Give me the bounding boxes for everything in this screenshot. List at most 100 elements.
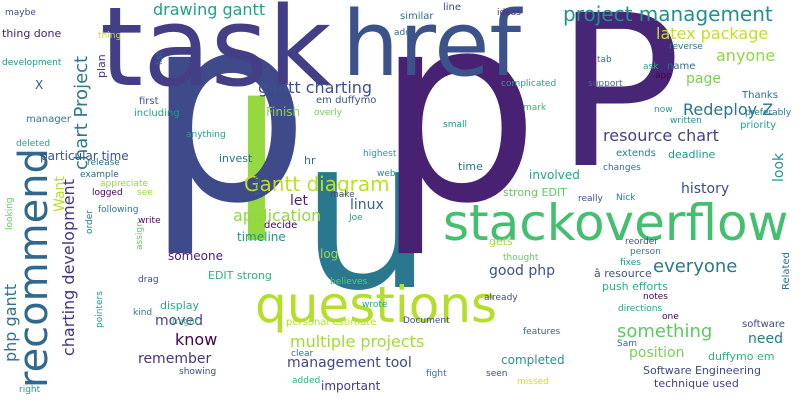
word-looking: looking bbox=[5, 197, 15, 230]
word-em-duffymo: em duffymo bbox=[316, 95, 377, 106]
word-name: name bbox=[667, 61, 696, 72]
word-web: web bbox=[377, 169, 396, 179]
word-wrote: wrote bbox=[362, 300, 388, 310]
word-finish: Finish bbox=[266, 105, 301, 119]
word-write: write bbox=[138, 216, 161, 226]
word-decide: decide bbox=[264, 220, 298, 231]
word-nick: Nick bbox=[616, 193, 636, 203]
word-might: might bbox=[172, 317, 199, 327]
word-x: X bbox=[35, 78, 44, 92]
word-resource-chart: resource chart bbox=[603, 126, 719, 145]
word-software: software bbox=[742, 319, 785, 330]
word-plan: plan bbox=[95, 54, 108, 78]
word-kind: kind bbox=[133, 308, 153, 318]
word-thing-done: thing done bbox=[2, 27, 62, 40]
word-need: need bbox=[748, 331, 783, 347]
word-multiple-projects: multiple projects bbox=[290, 332, 425, 351]
word-latex-package: latex package bbox=[656, 24, 769, 43]
word-important: important bbox=[321, 379, 381, 393]
word-know: know bbox=[175, 330, 218, 349]
word-technique-used: technique used bbox=[654, 377, 739, 390]
word-seen: seen bbox=[486, 369, 508, 379]
word-software-engineering: Software Engineering bbox=[643, 364, 761, 377]
word-thanks: Thanks bbox=[742, 90, 778, 101]
word-related: Related bbox=[781, 252, 792, 290]
word-remember: remember bbox=[138, 351, 212, 367]
word-joe: Joe bbox=[349, 213, 363, 223]
word-highest: highest bbox=[363, 149, 397, 159]
word-written: written bbox=[670, 116, 702, 126]
word-push-efforts: push efforts bbox=[602, 280, 668, 293]
word-gets: gets bbox=[489, 235, 513, 248]
word-priority: priority bbox=[740, 120, 777, 131]
word-maybe: maybe bbox=[5, 8, 36, 18]
word-personal-estimate: personal estimate bbox=[286, 317, 377, 328]
word-one: one bbox=[662, 312, 679, 322]
word-complicated: complicated bbox=[501, 79, 557, 89]
word-big-l-blue: u bbox=[300, 92, 434, 337]
word-clear: clear bbox=[291, 349, 314, 359]
word-page: page bbox=[686, 71, 721, 87]
word-want: Want bbox=[52, 176, 68, 212]
word-now: now bbox=[654, 105, 673, 115]
word-href: href bbox=[342, 0, 522, 97]
word-edit-strong: EDIT strong bbox=[208, 269, 272, 282]
word-missed: missed bbox=[517, 377, 549, 387]
word-assign: assign bbox=[135, 221, 145, 250]
word-management-tool: management tool bbox=[287, 355, 412, 371]
word-timeline: timeline bbox=[237, 230, 286, 244]
word-appreciate: appreciate bbox=[100, 179, 149, 189]
word-believes: believes bbox=[330, 277, 368, 287]
word-redeploy-z: Redeploy Z bbox=[683, 100, 774, 119]
word-gantt-diagram: Gantt diagram bbox=[244, 172, 390, 196]
word-app: app bbox=[655, 71, 672, 81]
word-notes: notes bbox=[643, 292, 668, 302]
word-support: support bbox=[588, 79, 623, 89]
word-position: position bbox=[629, 345, 685, 361]
word-ask: ask bbox=[643, 62, 659, 72]
word-pointers: pointers bbox=[95, 291, 105, 328]
word-a-resource: â resource bbox=[594, 267, 652, 280]
word-big-i-blue: l bbox=[230, 64, 283, 285]
word-document: Document bbox=[403, 316, 450, 326]
word-application: application bbox=[233, 206, 322, 225]
word-thought: thought bbox=[503, 253, 539, 263]
word-directions: directions bbox=[618, 304, 663, 314]
word-look: look bbox=[771, 152, 787, 182]
word-features: features bbox=[523, 327, 561, 337]
word-new: new bbox=[253, 176, 263, 195]
word-added: added bbox=[292, 376, 321, 386]
word-person: person bbox=[630, 247, 661, 257]
word-hr: hr bbox=[304, 154, 316, 167]
word-add: add bbox=[394, 28, 411, 38]
word-log: log bbox=[320, 247, 339, 261]
word-task: task bbox=[100, 0, 332, 111]
word-ideas: ideas bbox=[497, 8, 521, 18]
word-history: history bbox=[681, 181, 730, 197]
word-anything: anything bbox=[186, 130, 226, 140]
word-drawing-gantt: drawing gantt bbox=[153, 0, 266, 19]
word-p-large: p bbox=[145, 0, 311, 261]
word-p-dark: p bbox=[375, 0, 541, 261]
word-order: order bbox=[85, 210, 95, 234]
word-first: first bbox=[139, 96, 159, 107]
word-reorder: reorder bbox=[625, 237, 659, 247]
word-display: display bbox=[160, 299, 200, 312]
word-php-gantt: php gantt bbox=[1, 283, 20, 362]
word-duffymo-em: duffymo em bbox=[708, 350, 775, 363]
word-changes: changes bbox=[603, 163, 641, 173]
word-P-right: P bbox=[555, 0, 682, 215]
word-see: see bbox=[137, 188, 153, 198]
word-project-management: project management bbox=[563, 2, 773, 26]
word-something: something bbox=[617, 321, 713, 342]
word-moved: moved bbox=[155, 313, 203, 329]
word-manager: manager bbox=[26, 114, 71, 125]
word-stackoverflow: stackoverflow bbox=[443, 194, 789, 252]
word-including: including bbox=[134, 108, 180, 119]
word-deadline: deadline bbox=[668, 148, 716, 161]
word-good-php: good php bbox=[489, 263, 556, 279]
word-overly: overly bbox=[314, 108, 342, 118]
word-preferably: preferably bbox=[745, 108, 792, 118]
word-line: line bbox=[443, 2, 462, 13]
word-mark: mark bbox=[523, 103, 547, 113]
